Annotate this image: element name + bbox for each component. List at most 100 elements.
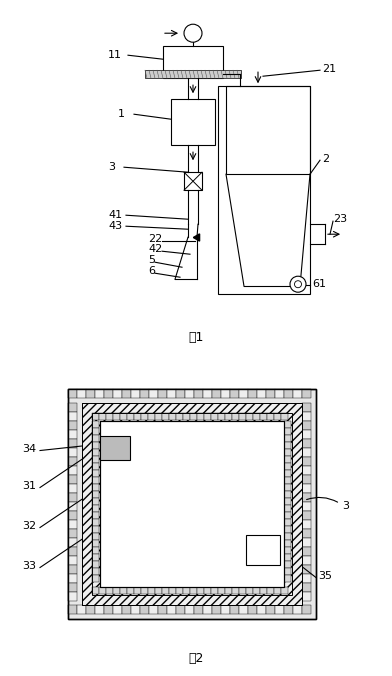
Bar bbox=[284, 504, 291, 512]
Bar bbox=[230, 604, 239, 614]
Bar bbox=[194, 389, 203, 397]
Text: 32: 32 bbox=[22, 521, 36, 531]
Bar bbox=[92, 470, 99, 477]
Text: 3: 3 bbox=[108, 162, 115, 172]
Bar bbox=[176, 587, 183, 594]
Bar bbox=[284, 518, 291, 525]
Bar bbox=[68, 529, 77, 537]
Bar bbox=[104, 604, 113, 614]
Bar bbox=[284, 568, 291, 575]
Bar bbox=[239, 604, 248, 614]
Bar bbox=[113, 389, 122, 397]
Text: 11: 11 bbox=[108, 50, 122, 60]
Bar bbox=[68, 604, 77, 614]
Bar bbox=[257, 604, 266, 614]
Bar bbox=[68, 389, 316, 619]
Bar bbox=[275, 389, 284, 397]
Bar bbox=[68, 420, 77, 429]
Bar bbox=[284, 560, 291, 568]
Bar bbox=[92, 462, 99, 470]
Bar bbox=[149, 604, 158, 614]
Bar bbox=[68, 412, 77, 420]
Bar bbox=[293, 604, 302, 614]
Bar bbox=[284, 498, 291, 504]
Bar bbox=[68, 448, 77, 456]
Circle shape bbox=[290, 276, 306, 292]
Bar bbox=[92, 525, 99, 533]
Bar bbox=[302, 420, 311, 429]
Bar bbox=[281, 412, 288, 420]
Bar bbox=[284, 554, 291, 560]
Bar bbox=[86, 389, 95, 397]
Bar bbox=[122, 389, 131, 397]
Bar bbox=[203, 604, 212, 614]
Bar bbox=[100, 420, 284, 587]
Bar bbox=[68, 583, 77, 592]
Bar bbox=[302, 510, 311, 520]
Bar bbox=[302, 493, 311, 502]
Bar bbox=[68, 456, 77, 466]
Bar bbox=[167, 389, 176, 397]
Bar bbox=[120, 587, 127, 594]
Bar bbox=[211, 412, 218, 420]
Text: 35: 35 bbox=[318, 571, 332, 581]
Bar bbox=[68, 556, 77, 564]
Bar bbox=[218, 412, 225, 420]
Bar bbox=[145, 70, 241, 78]
Bar bbox=[284, 462, 291, 470]
Bar bbox=[92, 441, 99, 448]
Bar bbox=[260, 587, 267, 594]
Bar bbox=[155, 587, 162, 594]
Bar bbox=[274, 587, 281, 594]
Bar bbox=[204, 412, 211, 420]
Bar bbox=[302, 466, 311, 475]
Bar bbox=[204, 587, 211, 594]
Bar bbox=[140, 389, 149, 397]
Bar bbox=[302, 564, 311, 573]
Bar bbox=[99, 412, 106, 420]
Bar bbox=[212, 389, 221, 397]
Bar bbox=[284, 604, 293, 614]
Bar bbox=[92, 533, 99, 539]
Bar bbox=[284, 525, 291, 533]
Bar bbox=[239, 389, 248, 397]
Text: 34: 34 bbox=[22, 443, 36, 454]
Text: 图2: 图2 bbox=[188, 652, 204, 665]
Bar bbox=[77, 604, 86, 614]
Bar bbox=[218, 87, 310, 294]
Bar bbox=[266, 389, 275, 397]
Bar bbox=[176, 389, 185, 397]
Text: 22: 22 bbox=[148, 234, 162, 244]
Bar bbox=[302, 529, 311, 537]
Bar bbox=[92, 427, 99, 435]
Bar bbox=[246, 412, 253, 420]
Bar bbox=[92, 491, 99, 498]
Bar bbox=[113, 412, 120, 420]
Bar bbox=[281, 587, 288, 594]
Bar bbox=[92, 456, 99, 462]
Bar bbox=[302, 583, 311, 592]
Bar bbox=[92, 412, 99, 420]
Bar bbox=[92, 560, 99, 568]
Bar bbox=[162, 412, 169, 420]
Bar bbox=[190, 412, 197, 420]
Bar bbox=[171, 99, 215, 145]
Bar bbox=[68, 475, 77, 483]
Bar bbox=[185, 389, 194, 397]
Bar bbox=[162, 587, 169, 594]
Text: 42: 42 bbox=[148, 244, 162, 254]
Bar bbox=[92, 435, 99, 441]
Bar bbox=[92, 512, 99, 518]
Bar bbox=[302, 439, 311, 448]
Bar bbox=[92, 575, 99, 581]
Bar bbox=[230, 389, 239, 397]
Bar bbox=[284, 470, 291, 477]
Bar bbox=[190, 587, 197, 594]
Circle shape bbox=[294, 281, 301, 288]
Bar bbox=[197, 412, 204, 420]
Bar bbox=[284, 491, 291, 498]
Bar bbox=[212, 604, 221, 614]
Bar bbox=[221, 389, 230, 397]
Bar bbox=[68, 466, 77, 475]
Text: 6: 6 bbox=[148, 266, 155, 276]
